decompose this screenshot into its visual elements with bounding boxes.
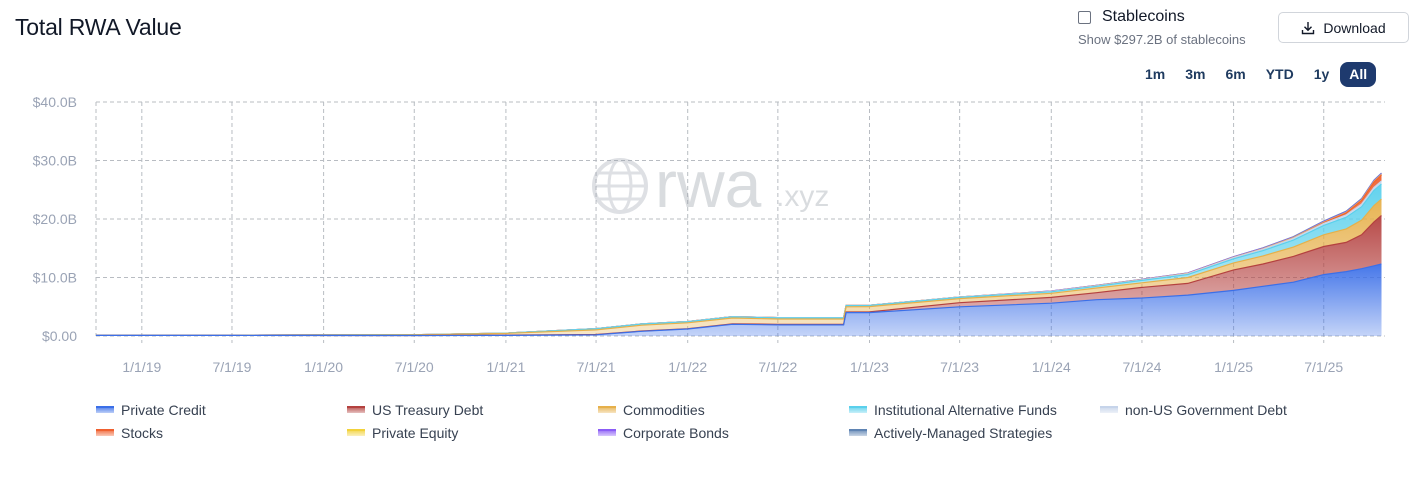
range-selector: 1m 3m 6m YTD 1y All	[1136, 62, 1378, 87]
legend-item[interactable]: Commodities	[598, 401, 849, 418]
page-title: Total RWA Value	[15, 14, 182, 40]
x-tick-label: 7/1/20	[395, 359, 434, 375]
download-label: Download	[1323, 19, 1386, 36]
y-tick-label: $40.0B	[33, 94, 77, 110]
legend-swatch	[347, 429, 365, 436]
x-tick-label: 1/1/21	[486, 359, 525, 375]
axes: $0.00 $10.0B $20.0B $30.0B $40.0B 1/1/19 7/1/1…	[33, 94, 1344, 375]
watermark-text: rwa	[655, 147, 762, 221]
legend-item[interactable]: Actively-Managed Strategies	[849, 424, 1100, 441]
line-institutional-alternative-funds	[96, 183, 1382, 336]
x-tick-label: 7/1/25	[1304, 359, 1343, 375]
range-6m[interactable]: 6m	[1225, 66, 1246, 82]
legend-item[interactable]: Private Credit	[96, 401, 347, 418]
legend-swatch	[96, 429, 114, 436]
x-tick-label: 7/1/21	[577, 359, 616, 375]
legend-item[interactable]: Stocks	[96, 424, 347, 441]
range-1m[interactable]: 1m	[1145, 66, 1166, 82]
watermark-suffix: .xyz	[776, 180, 829, 213]
legend-swatch	[598, 406, 616, 413]
stablecoins-subtext: Show $297.2B of stablecoins	[1078, 32, 1246, 47]
legend-item[interactable]: US Treasury Debt	[347, 401, 598, 418]
range-1y[interactable]: 1y	[1313, 66, 1330, 82]
legend-label: Corporate Bonds	[623, 424, 729, 441]
stablecoins-checkbox[interactable]	[1078, 10, 1091, 24]
legend-swatch	[347, 406, 365, 413]
x-tick-label: 7/1/24	[1122, 359, 1161, 375]
x-tick-label: 1/1/23	[850, 359, 889, 375]
legend-item[interactable]: Corporate Bonds	[598, 424, 849, 441]
globe-icon	[592, 158, 648, 214]
y-tick-label: $30.0B	[33, 153, 77, 169]
legend-label: Private Equity	[372, 424, 459, 441]
stablecoins-toggle[interactable]: Stablecoins Show $297.2B of stablecoins	[1078, 8, 1246, 47]
legend-swatch	[1100, 406, 1118, 413]
rwa-area-chart: rwa .xyz $0.00 $10.0B $20.0B $30.0B $40.0B 1/…	[33, 94, 1385, 375]
legend-item[interactable]: Institutional Alternative Funds	[849, 401, 1100, 418]
legend-label: Actively-Managed Strategies	[874, 424, 1053, 441]
x-tick-label: 1/1/19	[122, 359, 161, 375]
line-private-credit	[96, 263, 1382, 337]
legend-swatch	[598, 429, 616, 436]
legend-label: Private Credit	[121, 401, 206, 418]
stablecoins-label: Stablecoins	[1102, 8, 1185, 25]
chart-legend: Private Credit US Treasury Debt Commoditie…	[96, 401, 1356, 441]
x-tick-label: 7/1/23	[940, 359, 979, 375]
area-private-credit	[96, 264, 1382, 336]
legend-label: Institutional Alternative Funds	[874, 401, 1057, 418]
legend-swatch	[96, 406, 114, 413]
y-tick-label: $10.0B	[33, 270, 77, 286]
x-tick-label: 1/1/25	[1214, 359, 1253, 375]
legend-label: non-US Government Debt	[1125, 401, 1287, 418]
range-ytd[interactable]: YTD	[1265, 66, 1294, 82]
x-tick-label: 1/1/24	[1032, 359, 1071, 375]
legend-item[interactable]: non-US Government Debt	[1100, 401, 1351, 418]
x-tick-label: 7/1/22	[758, 359, 797, 375]
download-button[interactable]: Download	[1278, 12, 1409, 43]
x-tick-label: 7/1/19	[213, 359, 252, 375]
range-all[interactable]: All	[1340, 62, 1377, 87]
range-3m[interactable]: 3m	[1185, 66, 1206, 82]
legend-swatch	[849, 429, 867, 436]
legend-label: US Treasury Debt	[372, 401, 484, 418]
legend-label: Commodities	[623, 401, 705, 418]
x-tick-label: 1/1/20	[304, 359, 343, 375]
y-tick-label: $20.0B	[33, 211, 77, 227]
legend-label: Stocks	[121, 424, 164, 441]
y-tick-label: $0.00	[42, 328, 77, 344]
rwa-watermark: rwa .xyz	[592, 147, 829, 221]
legend-swatch	[849, 406, 867, 413]
line-commodities	[96, 198, 1382, 336]
legend-item[interactable]: Private Equity	[347, 424, 598, 441]
download-icon	[1302, 21, 1315, 34]
x-tick-label: 1/1/22	[668, 359, 707, 375]
area-series	[96, 172, 1382, 337]
